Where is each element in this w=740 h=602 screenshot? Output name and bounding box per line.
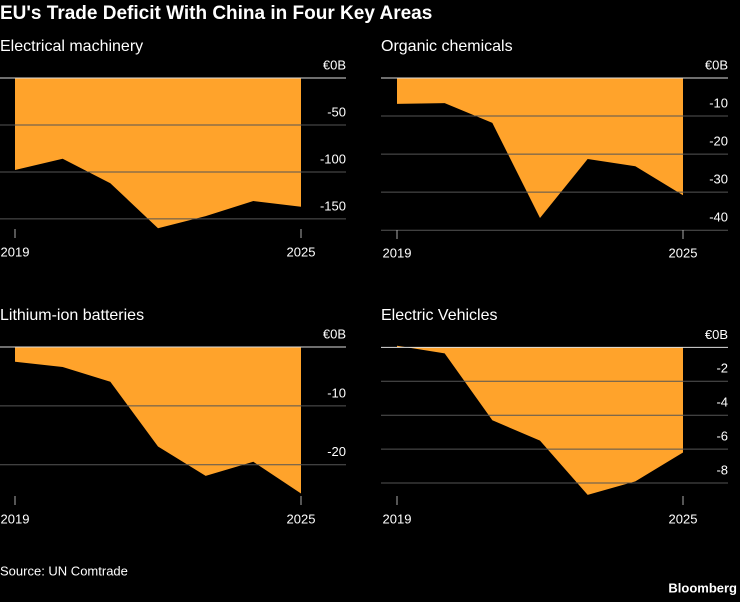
- x-tick-label: 2019: [1, 244, 30, 259]
- area: [15, 347, 301, 494]
- panel-title: Lithium-ion batteries: [0, 307, 144, 324]
- x-tick-label: 2019: [1, 511, 30, 526]
- source: Source: UN Comtrade: [0, 563, 128, 578]
- y-tick-label: -50: [327, 104, 346, 119]
- panel-title: Electric Vehicles: [381, 307, 498, 324]
- y-tick-label: -30: [709, 172, 728, 187]
- x-tick-label: 2019: [383, 511, 412, 526]
- y-tick-label: €0B: [323, 57, 346, 72]
- panel-title: Electrical machinery: [0, 38, 143, 55]
- y-tick-label: -20: [327, 444, 346, 459]
- y-tick-label: €0B: [323, 326, 346, 341]
- area: [397, 345, 683, 495]
- area: [397, 78, 683, 219]
- x-tick-label: 2025: [669, 245, 698, 260]
- x-tick-label: 2025: [287, 511, 316, 526]
- y-tick-label: -10: [709, 95, 728, 110]
- area: [15, 78, 301, 229]
- y-tick-label: -6: [716, 429, 728, 444]
- y-tick-label: -150: [320, 198, 346, 213]
- y-tick-label: -2: [716, 361, 728, 376]
- chart-title: EU's Trade Deficit With China in Four Ke…: [0, 3, 432, 24]
- y-tick-label: -8: [716, 462, 728, 477]
- x-tick-label: 2025: [287, 244, 316, 259]
- y-tick-label: -100: [320, 151, 346, 166]
- x-tick-label: 2025: [669, 511, 698, 526]
- y-tick-label: -4: [716, 395, 728, 410]
- x-tick-label: 2019: [383, 245, 412, 260]
- y-tick-label: -40: [709, 210, 728, 225]
- y-tick-label: €0B: [705, 57, 728, 72]
- y-tick-label: €0B: [705, 327, 728, 342]
- y-tick-label: -10: [327, 385, 346, 400]
- y-tick-label: -20: [709, 134, 728, 149]
- brand: Bloomberg: [668, 580, 737, 595]
- panel-title: Organic chemicals: [381, 38, 513, 55]
